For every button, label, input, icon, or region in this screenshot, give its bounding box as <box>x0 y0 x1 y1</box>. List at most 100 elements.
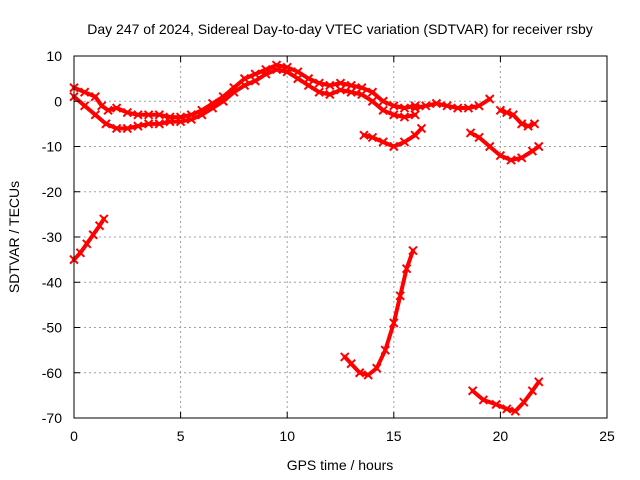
data-point <box>399 112 410 122</box>
data-point <box>122 123 133 134</box>
data-point <box>103 105 113 116</box>
data-point <box>372 363 382 373</box>
data-point <box>314 78 324 88</box>
data-point <box>367 96 378 106</box>
data-point <box>416 123 427 134</box>
data-point <box>380 345 390 355</box>
series-main-band-lower <box>69 64 420 134</box>
data-point <box>389 101 399 111</box>
data-point <box>143 119 154 129</box>
data-point <box>502 404 512 414</box>
data-point <box>389 110 399 120</box>
data-point <box>517 119 527 129</box>
data-point <box>186 114 196 125</box>
y-tick-label: 10 <box>46 48 62 64</box>
data-point <box>82 239 92 249</box>
x-tick-label: 0 <box>70 428 78 444</box>
data-point <box>282 67 292 77</box>
y-tick-label: -40 <box>42 274 62 290</box>
data-point <box>303 73 314 84</box>
data-point <box>510 406 521 416</box>
data-point <box>474 132 484 143</box>
data-point <box>111 123 122 134</box>
data-point <box>143 110 154 120</box>
data-point <box>293 67 303 77</box>
data-point <box>207 103 218 113</box>
data-point <box>154 110 164 120</box>
data-point <box>465 128 476 138</box>
data-point <box>491 399 501 410</box>
x-tick-label: 10 <box>279 428 295 444</box>
data-point <box>378 96 388 106</box>
data-point <box>495 150 506 161</box>
y-tick-label: -30 <box>42 229 62 245</box>
data-point <box>346 80 356 91</box>
data-point <box>408 245 418 256</box>
data-point <box>79 101 90 111</box>
y-axis-label: SDTVAR / TECUs <box>6 181 22 293</box>
y-tick-label: -70 <box>42 410 62 426</box>
data-series <box>69 60 544 416</box>
series-dip-19-22 <box>465 128 544 165</box>
series-early-arc <box>69 214 109 265</box>
series-mid-afternoon-band <box>410 94 495 113</box>
data-point <box>325 80 335 91</box>
data-point <box>431 98 442 109</box>
data-point <box>197 110 207 120</box>
data-point <box>229 87 239 97</box>
data-point <box>79 87 90 97</box>
data-point <box>534 141 544 152</box>
y-tick-label: -20 <box>42 184 62 200</box>
data-point <box>378 137 388 147</box>
data-point <box>442 101 452 111</box>
data-point <box>346 87 356 97</box>
data-point <box>133 121 143 131</box>
data-point <box>359 130 369 140</box>
series-evening-band <box>495 105 540 131</box>
x-axis-label: GPS time / hours <box>287 457 394 473</box>
data-point <box>399 103 410 113</box>
data-point <box>534 377 544 387</box>
series-afternoon-arc <box>340 245 418 380</box>
data-point <box>250 69 260 79</box>
data-point <box>517 153 527 163</box>
y-tick-label: -60 <box>42 365 62 381</box>
data-point <box>101 119 111 129</box>
data-point <box>90 110 101 120</box>
data-point <box>293 73 303 84</box>
data-point <box>75 248 86 258</box>
data-point <box>508 110 518 120</box>
data-point <box>410 103 420 113</box>
data-point <box>335 85 346 95</box>
data-point <box>363 370 373 380</box>
data-point <box>389 141 399 152</box>
data-point <box>271 64 282 75</box>
y-tick-label: 0 <box>54 93 62 109</box>
data-point <box>218 96 228 106</box>
data-point <box>357 82 367 93</box>
data-point <box>367 132 378 143</box>
data-point <box>506 155 516 165</box>
data-point <box>495 105 506 116</box>
data-point <box>399 137 410 147</box>
data-point <box>467 386 478 396</box>
x-tick-label: 20 <box>493 428 509 444</box>
data-point <box>502 107 512 118</box>
x-tick-label: 15 <box>386 428 402 444</box>
y-tick-label: -50 <box>42 320 62 336</box>
data-point <box>463 103 474 113</box>
data-point <box>154 119 164 129</box>
data-point <box>453 103 463 113</box>
x-tick-label: 25 <box>599 428 615 444</box>
data-point <box>165 116 175 127</box>
data-point <box>478 395 489 405</box>
data-point <box>239 73 250 84</box>
chart-title: Day 247 of 2024, Sidereal Day-to-day VTE… <box>87 21 593 37</box>
data-point <box>303 80 314 91</box>
series-line <box>72 63 418 120</box>
data-point <box>367 87 378 97</box>
data-point <box>485 141 495 152</box>
series-dip-14-16 <box>359 123 427 152</box>
